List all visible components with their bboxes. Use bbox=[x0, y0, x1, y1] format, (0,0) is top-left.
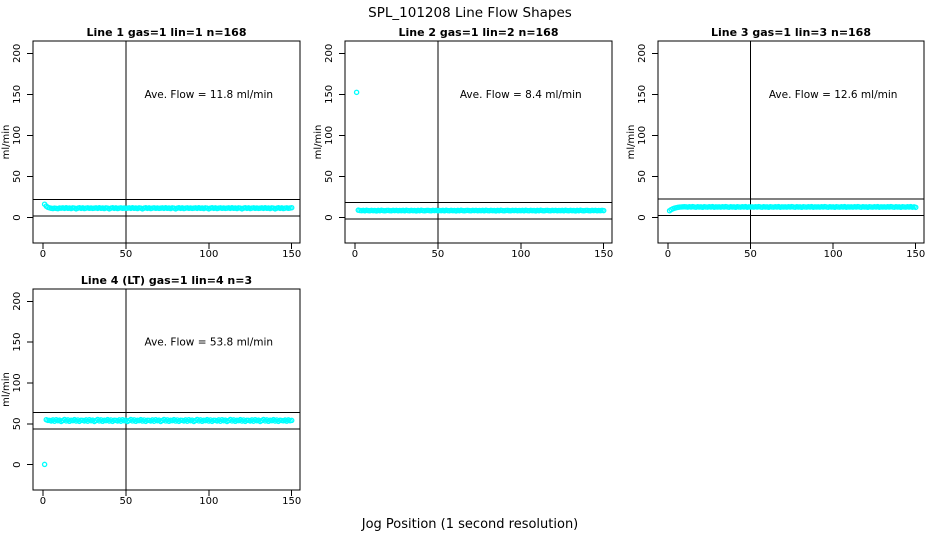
data-point bbox=[353, 89, 360, 96]
x-tick-label: 0 bbox=[40, 249, 46, 260]
x-tick-label: 0 bbox=[40, 496, 46, 507]
panel-title: Line 3 gas=1 lin=3 n=168 bbox=[711, 26, 871, 39]
x-tick-label: 100 bbox=[199, 249, 218, 260]
y-tick-label: 0 bbox=[324, 214, 335, 220]
y-tick-label: 150 bbox=[637, 85, 648, 104]
y-tick-label: 50 bbox=[637, 170, 648, 183]
y-tick-label: 50 bbox=[12, 417, 23, 430]
y-tick-label: 100 bbox=[637, 126, 648, 145]
panel-line-1: 0 50 100 150 0 50 100 150 200 Line 1 gas=1 lin=1 … bbox=[1, 26, 301, 260]
x-tick-label: 150 bbox=[282, 496, 301, 507]
y-tick-label: 0 bbox=[12, 461, 23, 467]
panel-axes bbox=[27, 288, 301, 496]
ave-flow-annotation: Ave. Flow = 53.8 ml/min bbox=[145, 337, 274, 349]
data-series bbox=[41, 201, 295, 212]
y-tick-label: 50 bbox=[12, 170, 23, 183]
y-tick-label: 150 bbox=[12, 333, 23, 352]
x-tick-label: 50 bbox=[120, 249, 133, 260]
panel-axes bbox=[652, 40, 925, 249]
x-tick-label: 0 bbox=[352, 249, 358, 260]
plot-box bbox=[657, 40, 925, 244]
panel-line-3: 0 50 100 150 0 50 100 150 200 Line 3 gas=1 lin=3 … bbox=[626, 26, 925, 260]
plot-box bbox=[32, 288, 301, 491]
x-axis-label: Jog Position (1 second resolution) bbox=[361, 517, 579, 532]
x-tick-label: 0 bbox=[665, 249, 671, 260]
plot-box bbox=[32, 40, 301, 244]
x-tick-label: 100 bbox=[511, 249, 530, 260]
data-point bbox=[600, 207, 607, 214]
y-axis-unit-label: ml/min bbox=[313, 125, 324, 160]
panel-title: Line 2 gas=1 lin=2 n=168 bbox=[398, 26, 558, 39]
y-tick-label: 200 bbox=[12, 292, 23, 311]
ave-flow-annotation: Ave. Flow = 12.6 ml/min bbox=[769, 89, 898, 101]
panel-line-2: 0 50 100 150 0 50 100 150 200 Line 2 gas=1 lin=2 … bbox=[313, 26, 613, 260]
x-tick-label: 150 bbox=[906, 249, 925, 260]
panel-title: Line 1 gas=1 lin=1 n=168 bbox=[86, 26, 246, 39]
ave-flow-annotation: Ave. Flow = 11.8 ml/min bbox=[145, 89, 274, 101]
data-series bbox=[41, 416, 295, 468]
y-tick-label: 200 bbox=[324, 44, 335, 63]
y-tick-label: 150 bbox=[12, 85, 23, 104]
data-point bbox=[41, 461, 48, 468]
y-tick-label: 150 bbox=[324, 85, 335, 104]
panel-axes bbox=[27, 40, 301, 249]
x-tick-label: 50 bbox=[744, 249, 757, 260]
x-tick-label: 100 bbox=[199, 496, 218, 507]
y-tick-label: 100 bbox=[12, 126, 23, 145]
x-tick-label: 150 bbox=[282, 249, 301, 260]
y-tick-label: 100 bbox=[12, 373, 23, 392]
panels-container: 0 50 100 150 0 50 100 150 200 Line 1 gas=1 lin=1 … bbox=[1, 26, 925, 507]
y-tick-label: 200 bbox=[637, 44, 648, 63]
y-tick-label: 100 bbox=[324, 126, 335, 145]
x-tick-label: 50 bbox=[120, 496, 133, 507]
data-point bbox=[288, 204, 295, 211]
figure-title: SPL_101208 Line Flow Shapes bbox=[368, 5, 572, 21]
x-tick-label: 150 bbox=[594, 249, 613, 260]
ave-flow-annotation: Ave. Flow = 8.4 ml/min bbox=[460, 89, 582, 101]
y-tick-label: 0 bbox=[12, 214, 23, 220]
data-point bbox=[912, 204, 919, 211]
x-tick-label: 50 bbox=[432, 249, 445, 260]
y-axis-unit-label: ml/min bbox=[1, 125, 12, 160]
panel-line-4: 0 50 100 150 0 50 100 150 200 Line 4 (LT) gas=1 l… bbox=[1, 274, 301, 507]
x-tick-label: 100 bbox=[824, 249, 843, 260]
plot-box bbox=[344, 40, 613, 244]
y-tick-label: 0 bbox=[637, 214, 648, 220]
data-series bbox=[353, 89, 607, 214]
panel-title: Line 4 (LT) gas=1 lin=4 n=3 bbox=[81, 274, 252, 287]
data-point bbox=[288, 417, 295, 424]
y-tick-label: 200 bbox=[12, 44, 23, 63]
panel-axes bbox=[339, 40, 613, 249]
y-axis-unit-label: ml/min bbox=[626, 125, 637, 160]
y-axis-unit-label: ml/min bbox=[1, 372, 12, 407]
y-tick-label: 50 bbox=[324, 170, 335, 183]
data-series bbox=[666, 203, 919, 214]
